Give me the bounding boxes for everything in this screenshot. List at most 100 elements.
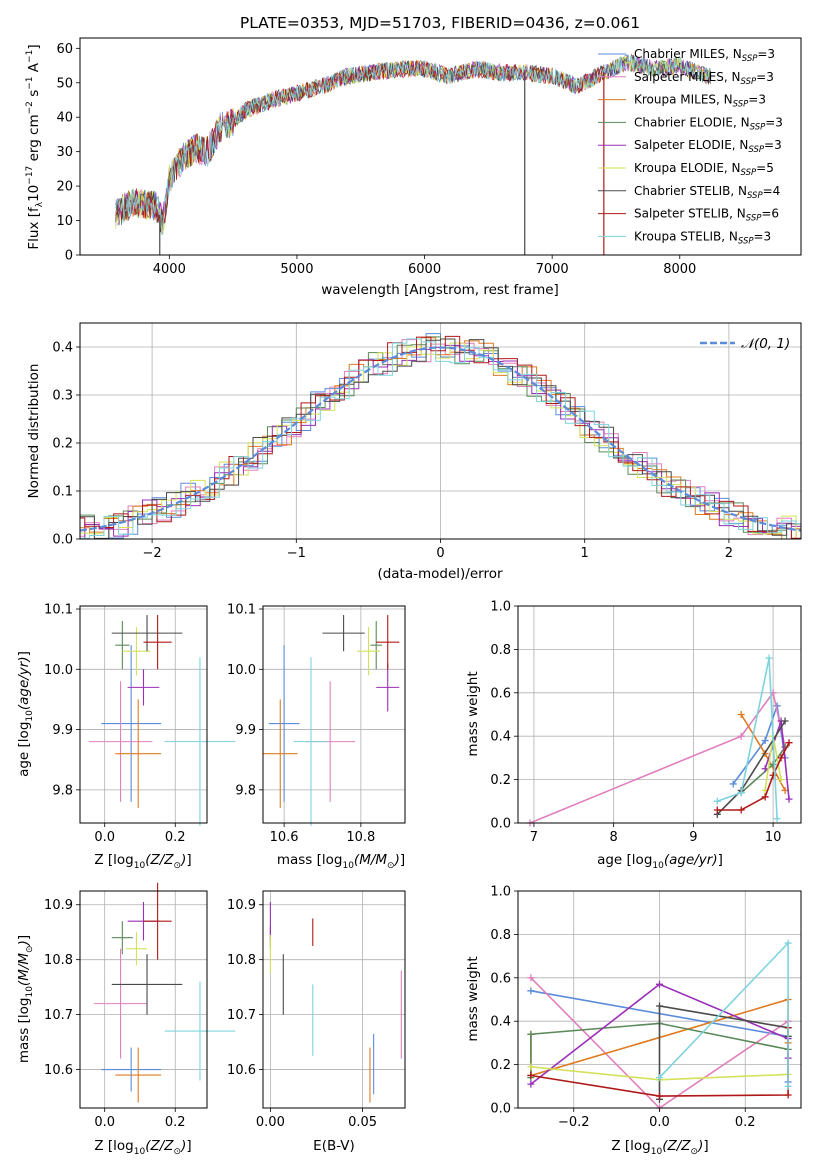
mass-vs-metallicity-frame [79,890,208,1109]
weight-vs-metallicity-xlabel: Z [log10(Z/Z⊙)] [611,1138,708,1157]
x-tick-label: 10.6 [270,830,299,845]
weight-marker [784,939,792,947]
spectrum-legend: Chabrier MILES, NSSP=3 Salpeter MILES, NS… [598,47,783,246]
x-tick-label: 7 [530,830,538,845]
weight-marker [656,1074,663,1082]
y-tick-label: 9.8 [52,783,73,798]
histogram-step [80,338,801,539]
y-tick-label: 10.6 [227,1063,256,1078]
weight-marker [656,980,663,988]
weight-marker [527,987,535,995]
spectrum-line [115,60,606,233]
y-tick-label: 0.0 [52,533,73,548]
weight-marker [784,1082,792,1090]
mass-vs-extinction-xlabel: E(B-V) [313,1138,355,1154]
y-tick-label: 0.2 [490,1058,511,1073]
spectrum-line [115,54,712,227]
spectrum-line [115,55,712,226]
weight-marker [713,797,721,805]
age-vs-mass-xlabel: mass [log10(M/M⊙)] [277,852,405,871]
y-tick-label: 10.8 [44,953,73,968]
weight-marker [785,795,793,803]
x-tick-label: 9 [689,830,697,845]
weight-vs-age-panel: 7 8 9 10 0.0 0.2 0.4 0.6 0.8 1.0 age [log10(age/y… [465,600,802,871]
mass-vs-extinction-frame [262,890,406,1109]
y-tick-label: 9.9 [235,723,256,738]
y-tick-label: 0 [65,249,73,264]
weight-line [658,1005,789,1100]
y-tick-label: 20 [56,180,73,195]
mass-vs-metallicity-ylabel: mass [log10(M/M⊙)] [16,935,35,1063]
spectrum-xlabel: wavelength [Angstrom, rest frame] [321,282,559,298]
legend-label: Salpeter MILES, NSSP=3 [634,70,774,87]
y-tick-label: 0.8 [490,643,511,658]
x-tick-label: 0 [436,546,444,561]
y-tick-label: 10 [56,214,73,229]
spectrum-line [115,53,712,225]
legend-label: Salpeter ELODIE, NSSP=3 [634,138,782,155]
x-tick-label: −0.2 [558,1115,590,1130]
weight-marker [761,765,769,773]
x-tick-label: 0.0 [94,1115,115,1130]
weight-vs-metallicity-xlabel-name: Z [611,1138,620,1154]
spectrum-ylabel: Flux [fλ10−17 erg cm−2 s−1 A−1] [25,44,45,249]
weight-marker [527,974,535,982]
x-tick-label: 10 [765,830,782,845]
legend-label: Kroupa ELODIE, NSSP=5 [634,161,774,178]
weight-line [717,742,790,811]
x-tick-label: 0.2 [735,1115,756,1130]
y-tick-label: 0.6 [490,686,511,701]
mass-vs-metallicity-ylabel-name: mass [16,1028,32,1064]
weight-vs-metallicity-panel: −0.2 0.0 0.2 0.0 0.2 0.4 0.6 0.8 1.0 Z [log10(Z/… [465,885,802,1157]
y-tick-label: 1.0 [490,600,511,615]
y-tick-label: 40 [56,111,73,126]
weight-marker [765,654,773,662]
x-tick-label: 0.0 [94,830,115,845]
y-tick-label: 0.4 [52,341,73,356]
normal-curve [79,346,802,532]
spectrum-line [115,55,712,225]
weight-marker [761,737,769,745]
spectrum-line [115,56,712,236]
x-tick-label: 2 [725,546,733,561]
y-tick-label: 30 [56,145,73,160]
x-tick-label: 4000 [153,262,186,277]
weight-marker [527,1030,535,1038]
y-tick-label: 9.8 [235,783,256,798]
y-tick-label: 10.7 [44,1008,73,1023]
spectrum-panel: Chabrier MILES, NSSP=3 Salpeter MILES, NS… [25,37,802,298]
y-tick-label: 0.2 [52,437,73,452]
age-vs-metallicity-panel: 0.0 0.2 9.8 9.9 10.0 10.1 Z [log10(Z/Z⊙)] age… [16,603,236,871]
histogram-step [80,335,801,539]
normal-legend-label: 𝒩(0, 1) [741,336,790,352]
weight-marker [713,806,721,814]
weight-marker [527,1071,535,1079]
weight-marker [784,1091,792,1099]
weight-marker [737,732,745,740]
y-tick-label: 0.3 [52,389,73,404]
y-tick-label: 10.7 [227,1008,256,1023]
mass-vs-extinction-panel: 0.00 0.05 10.6 10.7 10.8 10.9 E(B-V) [227,890,406,1154]
y-tick-label: 0.0 [490,1102,511,1117]
x-tick-label: −2 [143,546,162,561]
weight-line [717,657,778,819]
y-tick-label: 10.8 [227,953,256,968]
mass-vs-metallicity-panel: 0.0 0.2 10.6 10.7 10.8 10.9 Z [log10(Z/Z⊙)] m… [16,882,236,1157]
age-vs-metallicity-frame [79,605,208,824]
x-tick-label: 0.2 [165,830,186,845]
y-tick-label: 10.9 [227,898,256,913]
x-tick-label: 10.8 [346,830,375,845]
residuals-xlabel: (data-model)/error [377,566,503,582]
y-tick-label: 9.9 [52,723,73,738]
x-tick-label: 0.0 [649,1115,670,1130]
y-tick-label: 50 [56,76,73,91]
x-tick-label: −1 [287,546,306,561]
x-tick-label: 1 [581,546,589,561]
age-vs-mass-xlabel-name: mass [277,852,313,868]
weight-marker [773,815,781,823]
weight-line [529,690,786,824]
weight-marker [737,789,745,797]
age-vs-metallicity-ylabel-name: age [16,752,32,777]
spectrum-frame [79,37,802,256]
weight-marker [777,754,785,762]
